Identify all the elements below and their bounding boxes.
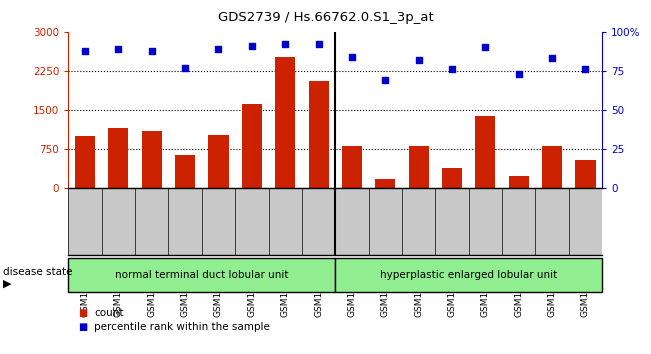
Point [247, 43, 257, 49]
Bar [309, 81, 329, 188]
Point [447, 67, 457, 72]
Point [313, 41, 324, 47]
Point [180, 65, 190, 70]
Point [146, 48, 157, 53]
Point [214, 46, 224, 52]
Bar [509, 176, 529, 188]
Bar [175, 155, 195, 188]
Bar [342, 146, 362, 188]
Bar [375, 178, 395, 188]
Point [480, 45, 491, 50]
Bar [409, 146, 428, 188]
Bar [108, 128, 128, 188]
Bar [275, 57, 296, 188]
Text: GDS2739 / Hs.66762.0.S1_3p_at: GDS2739 / Hs.66762.0.S1_3p_at [217, 11, 434, 24]
Text: count: count [94, 308, 124, 318]
Point [347, 54, 357, 59]
Bar [75, 136, 95, 188]
Text: ■: ■ [78, 322, 87, 332]
Point [113, 46, 124, 52]
Text: percentile rank within the sample: percentile rank within the sample [94, 322, 270, 332]
Text: normal terminal duct lobular unit: normal terminal duct lobular unit [115, 270, 288, 280]
Point [547, 56, 557, 61]
Bar [242, 103, 262, 188]
Point [280, 41, 290, 47]
Bar [575, 160, 596, 188]
Point [413, 57, 424, 63]
Point [580, 67, 590, 72]
Text: ■: ■ [78, 308, 87, 318]
Text: ▶: ▶ [3, 279, 12, 289]
Point [80, 48, 90, 53]
Text: hyperplastic enlarged lobular unit: hyperplastic enlarged lobular unit [380, 270, 557, 280]
Bar [442, 168, 462, 188]
Bar [208, 135, 229, 188]
Text: disease state: disease state [3, 267, 73, 277]
Point [514, 71, 524, 77]
Bar [475, 116, 495, 188]
Point [380, 77, 391, 83]
Bar [542, 146, 562, 188]
Bar [142, 131, 162, 188]
